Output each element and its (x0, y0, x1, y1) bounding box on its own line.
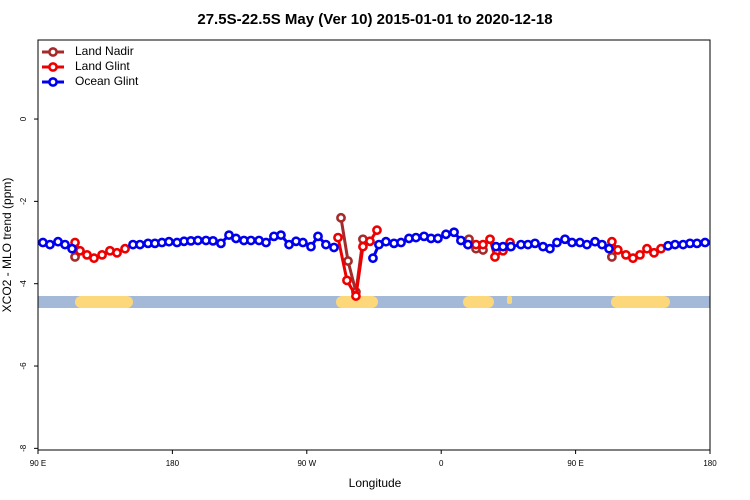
data-point (261, 237, 271, 248)
data-point (45, 239, 55, 250)
data-point (208, 235, 218, 246)
y-tick-label: -8 (19, 444, 28, 452)
data-point (276, 230, 286, 241)
data-point (60, 239, 70, 250)
data-point (530, 238, 540, 249)
data-point (670, 239, 680, 250)
x-tick-label: 90 W (297, 459, 316, 468)
data-point (498, 241, 508, 252)
plot-frame (37, 39, 711, 451)
data-point (135, 239, 145, 250)
x-tick-label: 90 E (30, 459, 46, 468)
data-point (567, 237, 577, 248)
data-point (449, 227, 459, 238)
data-point (343, 256, 353, 266)
data-point (604, 243, 614, 254)
data-point (368, 253, 378, 264)
y-tick-label: -2 (19, 197, 28, 205)
data-point (642, 243, 652, 254)
land-band (75, 296, 133, 308)
data-point (433, 233, 443, 244)
y-axis-label: XCO2 - MLO trend (ppm) (0, 178, 14, 313)
data-point (342, 275, 352, 286)
data-point (692, 238, 702, 249)
data-point (485, 234, 495, 245)
data-point (358, 241, 368, 252)
data-point (441, 229, 451, 240)
data-point (649, 247, 659, 258)
chart-title: 27.5S-22.5S May (Ver 10) 2015-01-01 to 2… (197, 11, 552, 28)
data-point (372, 225, 382, 236)
land-band (336, 296, 378, 308)
x-tick-label: 180 (703, 459, 717, 468)
data-point (67, 243, 77, 254)
land-band (463, 296, 494, 308)
data-point (164, 236, 174, 247)
data-point (329, 242, 339, 253)
data-point (97, 249, 107, 260)
data-point (456, 235, 466, 246)
legend-marker (48, 62, 58, 72)
data-point (89, 253, 99, 264)
data-point (411, 232, 421, 243)
data-point (313, 231, 323, 242)
surface-band (38, 296, 710, 308)
data-point (193, 235, 203, 246)
legend-label: Land Nadir (75, 44, 134, 58)
legend-label: Land Glint (75, 59, 130, 73)
x-tick-label: 0 (439, 459, 444, 468)
data-point (70, 252, 80, 262)
data-point (216, 238, 226, 249)
data-point (231, 233, 241, 244)
land-band (507, 296, 512, 304)
legend-marker (48, 47, 58, 57)
data-point (606, 252, 617, 262)
legend-marker (48, 77, 58, 87)
y-tick-label: 0 (19, 116, 28, 121)
data-point (396, 237, 406, 248)
data-point (478, 239, 488, 250)
data-point (700, 237, 710, 248)
data-point (120, 243, 130, 254)
data-point (351, 291, 361, 301)
legend-label: Ocean Glint (75, 74, 139, 88)
plot-area (38, 212, 710, 301)
x-tick-label: 90 E (567, 459, 583, 468)
data-point (635, 249, 645, 260)
data-point (463, 239, 473, 250)
data-point (552, 237, 562, 248)
x-axis-label: Longitude (349, 476, 402, 490)
data-point (321, 239, 331, 250)
data-point (112, 247, 122, 258)
data-point (306, 241, 316, 252)
data-point (597, 239, 607, 250)
data-point (506, 241, 516, 252)
data-point (582, 239, 592, 250)
data-point (545, 243, 555, 254)
data-point (246, 235, 256, 246)
data-point (333, 232, 343, 243)
data-point (298, 237, 308, 248)
x-tick-label: 180 (166, 459, 180, 468)
data-point (365, 236, 375, 247)
data-point (381, 236, 391, 247)
land-band (611, 296, 670, 308)
data-point (612, 245, 623, 255)
data-point (490, 252, 500, 262)
y-tick-label: -4 (19, 280, 28, 288)
y-tick-label: -6 (19, 362, 28, 370)
data-point (336, 212, 346, 223)
